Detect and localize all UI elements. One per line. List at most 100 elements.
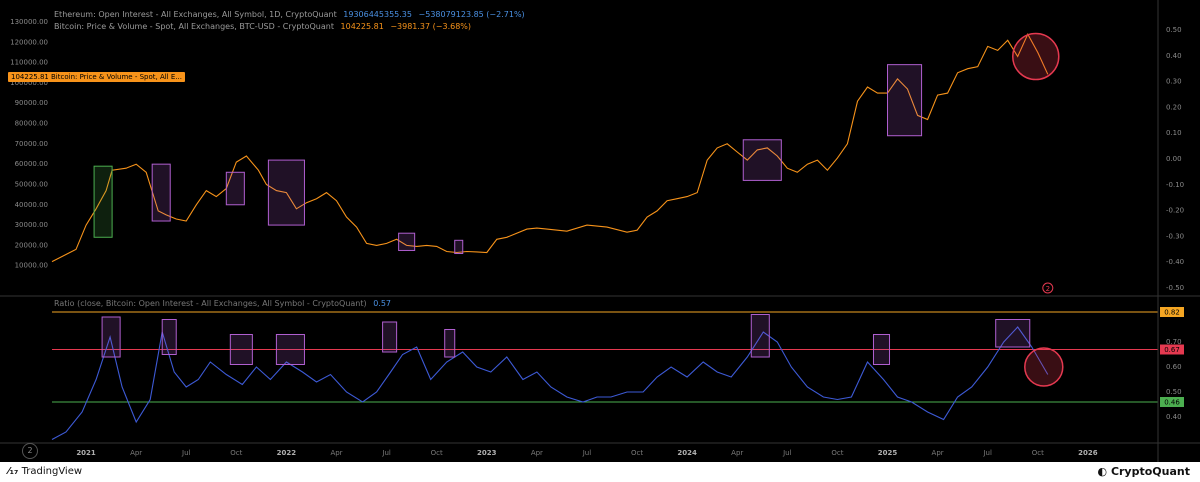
cryptoquant-label: CryptoQuant bbox=[1110, 465, 1190, 478]
price-left-tick: 110000.00 bbox=[10, 59, 48, 67]
btc-price-line bbox=[51, 32, 1049, 263]
ratio-highlight-box bbox=[995, 319, 1031, 348]
ratio-level-tag bbox=[1160, 397, 1184, 407]
price-right-tick: 0.00 bbox=[1166, 155, 1182, 163]
price-right-tick: -0.30 bbox=[1166, 232, 1184, 240]
legend-eth-value: 19306445355.35 bbox=[343, 10, 412, 19]
legend-btc-value: 104225.81 bbox=[340, 22, 384, 31]
ratio-highlight-box bbox=[275, 334, 305, 365]
price-right-tick: -0.40 bbox=[1166, 258, 1184, 266]
ratio-highlight-box bbox=[161, 319, 177, 355]
x-tick-label: Apr bbox=[130, 449, 142, 457]
ratio-highlight-box bbox=[101, 316, 121, 358]
legend-ratio-name: Ratio (close, Bitcoin: Open Interest - A… bbox=[54, 299, 367, 308]
ratio-right-tick: 0.40 bbox=[1166, 413, 1182, 421]
price-left-tick: 40000.00 bbox=[15, 201, 48, 209]
highlight-box bbox=[267, 159, 305, 226]
price-right-tick: -0.20 bbox=[1166, 207, 1184, 215]
price-right-tick: 0.20 bbox=[1166, 103, 1182, 111]
ratio-level-tag bbox=[1160, 307, 1184, 317]
price-right-tick: 0.30 bbox=[1166, 78, 1182, 86]
legend-ethereum-oi: Ethereum: Open Interest - All Exchanges,… bbox=[54, 10, 529, 19]
ratio-level-label: 0.82 bbox=[1164, 309, 1180, 317]
highlight-box bbox=[151, 163, 171, 222]
price-left-tick: 70000.00 bbox=[15, 140, 48, 148]
ratio-level-tag bbox=[1160, 344, 1184, 355]
x-tick-label: Jul bbox=[181, 449, 191, 457]
price-left-tick: 130000.00 bbox=[10, 18, 48, 26]
x-axis: 2021 Apr Jul Oct 2022 Apr Jul Oct 2023 Apr Jul Oct 2… bbox=[76, 449, 1097, 457]
legend-btc-change: −3981.37 (−3.68%) bbox=[390, 22, 472, 31]
tradingview-logo: ⁄₁₇ TradingView bbox=[8, 466, 82, 477]
cryptoquant-logo: ◐ CryptoQuant bbox=[1097, 465, 1190, 478]
x-tick-label: Jul bbox=[782, 449, 792, 457]
tradingview-icon: ⁄₁₇ bbox=[8, 466, 19, 477]
x-tick-label: Jul bbox=[982, 449, 992, 457]
price-right-tick: 0.50 bbox=[1166, 26, 1182, 34]
scale-toggle-button[interactable]: 2 bbox=[22, 443, 38, 459]
highlight-circle bbox=[1012, 32, 1060, 81]
highlight-box bbox=[225, 171, 245, 206]
cryptoquant-icon: ◐ bbox=[1097, 465, 1108, 478]
ratio-highlight-box bbox=[872, 334, 891, 365]
highlight-box bbox=[93, 165, 113, 238]
price-left-tick: 50000.00 bbox=[15, 180, 48, 188]
x-tick-label: 2026 bbox=[1078, 449, 1098, 457]
highlight-box bbox=[742, 139, 782, 181]
price-left-tick: 80000.00 bbox=[15, 120, 48, 128]
chart-svg: 130000.00 120000.00 110000.00 100000.00 9000… bbox=[0, 0, 1200, 462]
ratio-line bbox=[51, 326, 1049, 440]
ratio-right-tick: 0.60 bbox=[1166, 363, 1182, 371]
x-tick-label: Apr bbox=[531, 449, 543, 457]
x-tick-label: Oct bbox=[1032, 449, 1044, 457]
highlight-box bbox=[454, 239, 464, 255]
price-right-tick: 0.40 bbox=[1166, 52, 1182, 60]
legend-eth-name: Ethereum: Open Interest - All Exchanges,… bbox=[54, 10, 337, 19]
legend-eth-change: −538079123.85 (−2.71%) bbox=[418, 10, 525, 19]
price-panel: 130000.00 120000.00 110000.00 100000.00 9000… bbox=[10, 18, 1184, 294]
ratio-level-label: 0.67 bbox=[1164, 346, 1180, 354]
x-tick-label: Oct bbox=[431, 449, 443, 457]
price-left-tick: 60000.00 bbox=[15, 160, 48, 168]
price-left-tick: 120000.00 bbox=[10, 38, 48, 46]
price-left-tick: 30000.00 bbox=[15, 221, 48, 229]
ratio-panel: 0.70 0.60 0.50 0.40 0.82 0.67 0.46 bbox=[51, 307, 1184, 440]
price-right-tick: -0.50 bbox=[1166, 284, 1184, 292]
marker-circle bbox=[1042, 282, 1054, 294]
footer-bar: ⁄₁₇ TradingView ◐ CryptoQuant bbox=[0, 462, 1200, 482]
ratio-right-tick: 0.70 bbox=[1166, 338, 1182, 346]
x-tick-label: Oct bbox=[831, 449, 843, 457]
ratio-highlight-box bbox=[750, 314, 770, 358]
x-tick-label: 2021 bbox=[76, 449, 96, 457]
x-tick-label: Oct bbox=[631, 449, 643, 457]
price-left-tick: 20000.00 bbox=[15, 241, 48, 249]
x-tick-label: 2025 bbox=[878, 449, 898, 457]
marker-label: 2 bbox=[1046, 285, 1050, 293]
price-tag-value: 104225.81 bbox=[8, 72, 52, 82]
ratio-highlight-circle bbox=[1024, 347, 1064, 387]
price-left-tick: 90000.00 bbox=[15, 99, 48, 107]
x-tick-label: 2022 bbox=[277, 449, 297, 457]
price-left-tick: 10000.00 bbox=[15, 262, 48, 270]
tradingview-label: TradingView bbox=[21, 466, 83, 477]
legend-ratio-value: 0.57 bbox=[373, 299, 391, 308]
legend-btc-name: Bitcoin: Price & Volume - Spot, All Exch… bbox=[54, 22, 334, 31]
price-tag-label: Bitcoin: Price & Volume - Spot, All E... bbox=[48, 72, 185, 82]
x-tick-label: 2023 bbox=[477, 449, 497, 457]
highlight-box bbox=[887, 64, 923, 137]
x-tick-label: Apr bbox=[932, 449, 944, 457]
price-right-tick: -0.10 bbox=[1166, 181, 1184, 189]
x-tick-label: Oct bbox=[230, 449, 242, 457]
price-right-tick: 0.10 bbox=[1166, 129, 1182, 137]
highlight-box bbox=[398, 232, 416, 251]
ratio-right-tick: 0.50 bbox=[1166, 388, 1182, 396]
x-tick-label: Apr bbox=[731, 449, 743, 457]
price-left-tick: 100000.00 bbox=[10, 79, 48, 87]
legend-bitcoin-price: Bitcoin: Price & Volume - Spot, All Exch… bbox=[54, 22, 475, 31]
ratio-highlight-box bbox=[382, 321, 398, 353]
ratio-level-label: 0.46 bbox=[1164, 399, 1180, 407]
x-tick-label: 2024 bbox=[677, 449, 697, 457]
x-tick-label: Jul bbox=[381, 449, 391, 457]
x-tick-label: Jul bbox=[582, 449, 592, 457]
